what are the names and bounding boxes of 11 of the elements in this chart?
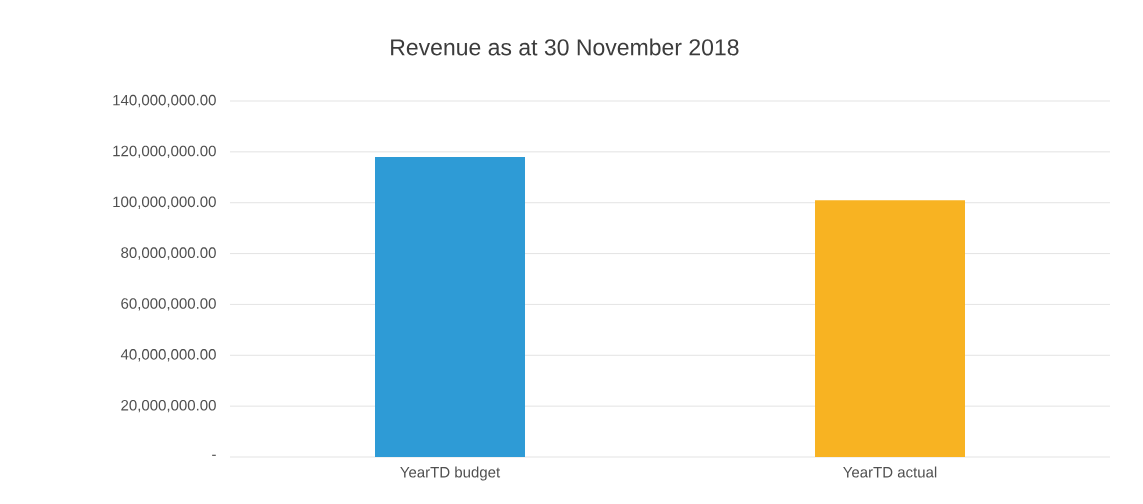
y-tick-label: 120,000,000.00 (113, 145, 216, 159)
y-tick-label: 100,000,000.00 (113, 196, 216, 209)
y-tick-label: 40,000,000.00 (120, 349, 216, 362)
y-tick-label: 20,000,000.00 (121, 399, 216, 413)
chart-title: Revenue as at 30 November 2018 (391, 38, 739, 56)
y-tick-label: - (212, 454, 216, 456)
x-tick-label: YearTD actual (843, 466, 937, 478)
y-tick-label: 80,000,000.00 (121, 247, 216, 260)
y-tick-label: 140,000,000.00 (113, 94, 216, 108)
x-tick-label: YearTD budget (400, 466, 501, 481)
y-tick-label: 60,000,000.00 (121, 298, 216, 311)
